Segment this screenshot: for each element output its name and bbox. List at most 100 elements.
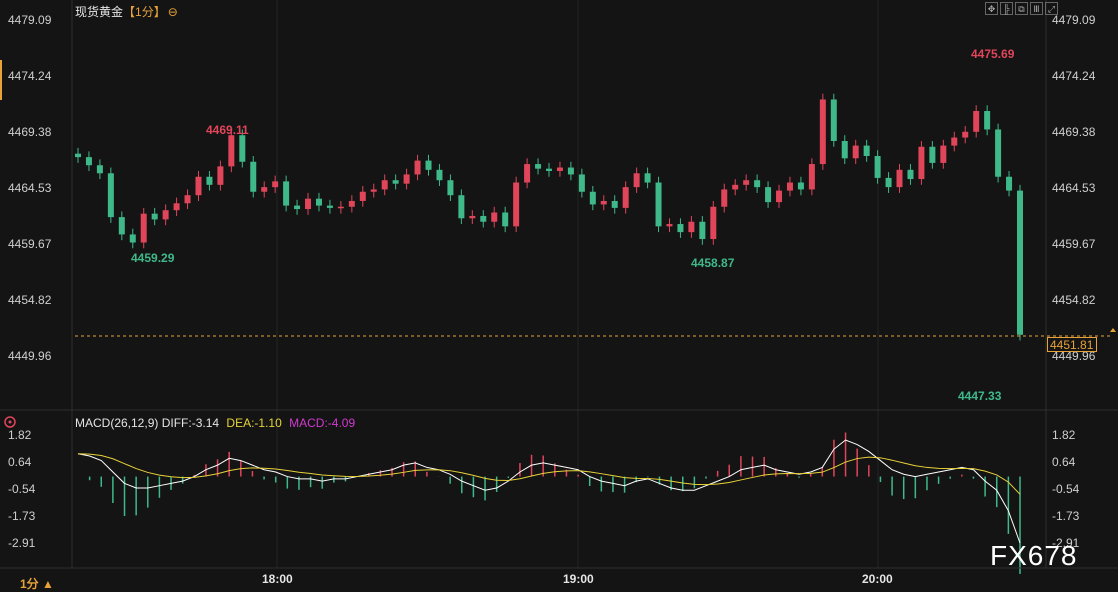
candle-body xyxy=(699,221,706,240)
candle-body xyxy=(874,155,881,178)
candle-body xyxy=(589,191,596,205)
candle-body xyxy=(480,215,487,222)
candle-body xyxy=(206,176,213,185)
candle-body xyxy=(151,213,158,220)
candle-body xyxy=(984,111,991,130)
time-label-20: 20:00 xyxy=(862,572,893,586)
candle-body xyxy=(546,168,552,171)
candle-body xyxy=(688,221,695,233)
price-tick-left: 4449.96 xyxy=(8,349,52,363)
candle-body xyxy=(129,234,136,243)
candle-body xyxy=(403,174,410,184)
candle-body xyxy=(929,146,936,163)
candle-body xyxy=(107,173,114,218)
candle-body xyxy=(513,182,520,227)
price-tick-right: 4459.67 xyxy=(1052,237,1096,251)
candle-body xyxy=(885,177,892,188)
macd-histogram xyxy=(88,432,1021,574)
macd-tick-left: 1.82 xyxy=(8,428,32,442)
macd-value: MACD:-4.09 xyxy=(289,416,356,430)
candle-body xyxy=(951,137,958,146)
macd-diff-line xyxy=(77,439,1021,544)
candle-body xyxy=(677,224,684,233)
candle-body xyxy=(140,213,147,243)
candle-body xyxy=(797,182,804,190)
candle-body xyxy=(326,205,333,208)
candle-body xyxy=(261,187,268,192)
candle-body xyxy=(655,182,662,227)
candle-body xyxy=(228,135,235,167)
crosshair-icon[interactable]: ✥ xyxy=(985,2,998,15)
candle-body xyxy=(502,212,509,227)
candle-body xyxy=(250,161,257,192)
price-tick-right: 4469.38 xyxy=(1052,125,1096,139)
candle-body xyxy=(524,164,531,183)
price-tick-left: 4474.24 xyxy=(8,69,52,83)
candle-body xyxy=(348,200,355,207)
current-price-arrow-icon xyxy=(1110,328,1116,332)
candle-body xyxy=(808,164,815,190)
candle-body xyxy=(283,181,290,206)
candle-body xyxy=(786,182,793,191)
grid-lines xyxy=(276,0,879,568)
candlestick-series xyxy=(75,93,1023,341)
candle-body xyxy=(896,169,903,188)
candle-body xyxy=(272,181,279,188)
period-label[interactable]: 【1分】 xyxy=(123,5,166,19)
candle-body xyxy=(743,180,750,185)
candle-body xyxy=(622,187,629,208)
indicator-settings-icon xyxy=(4,416,16,428)
current-price-tag: 4451.81 xyxy=(1047,337,1097,352)
candle-body xyxy=(85,157,92,166)
candle-body xyxy=(315,198,322,206)
macd-tick-right: -0.54 xyxy=(1052,482,1080,496)
candle-body xyxy=(907,169,914,180)
candle-body xyxy=(305,198,312,210)
price-tick-right: 4454.82 xyxy=(1052,293,1096,307)
macd-tick-left: -0.54 xyxy=(8,482,36,496)
price-tick-left: 4464.53 xyxy=(8,181,52,195)
macd-tick-right: 0.64 xyxy=(1052,455,1076,469)
candle-body xyxy=(633,173,640,188)
candle-body xyxy=(666,224,673,227)
fullscreen-icon[interactable]: ⤢ xyxy=(1045,2,1058,15)
chart-icon[interactable]: ╠ xyxy=(1000,2,1013,15)
instrument-name: 现货黄金 xyxy=(75,5,124,19)
candle-body xyxy=(469,215,476,219)
candle-body xyxy=(578,174,585,192)
macd-tick-left: -2.91 xyxy=(8,536,36,550)
annotation-low-3: 4447.33 xyxy=(958,389,1002,403)
candle-body xyxy=(381,180,388,190)
candle-body xyxy=(732,184,739,190)
annotation-low-2: 4458.87 xyxy=(691,256,735,270)
collapse-icon[interactable]: ⊖ xyxy=(167,5,178,19)
chart-title: 现货黄金【1分】 ⊖ xyxy=(75,3,178,20)
price-tick-right: 4479.09 xyxy=(1052,13,1096,27)
candle-body xyxy=(436,169,443,181)
macd-diff: DIFF:-3.14 xyxy=(161,416,220,430)
macd-tick-right: -1.73 xyxy=(1052,509,1080,523)
period-selector[interactable]: 1分 ▲ xyxy=(20,577,54,591)
bars-icon[interactable]: Ⅲ xyxy=(1030,2,1043,15)
candle-body xyxy=(359,191,366,201)
candle-body xyxy=(239,135,246,162)
candle-body xyxy=(1006,176,1013,191)
macd-legend: MACD(26,12,9) DIFF:-3.14 DEA:-1.10 MACD:… xyxy=(75,416,355,430)
candle-body xyxy=(918,146,925,180)
candle-body xyxy=(600,200,607,205)
candle-body xyxy=(392,180,399,184)
macd-dea-line xyxy=(77,453,1021,495)
macd-tick-right: 1.82 xyxy=(1052,428,1076,442)
annotation-high-1: 4469.11 xyxy=(206,123,249,137)
candle-body xyxy=(852,145,859,159)
expand-icon[interactable]: ⧉ xyxy=(1015,2,1028,15)
price-tick-right: 4464.53 xyxy=(1052,181,1096,195)
candle-body xyxy=(425,160,432,170)
annotation-high-2: 4475.69 xyxy=(971,47,1015,61)
candle-body xyxy=(370,189,377,192)
candle-body xyxy=(195,176,202,196)
candle-body xyxy=(96,165,103,174)
candle-body xyxy=(721,189,728,207)
candle-body xyxy=(995,129,1002,177)
